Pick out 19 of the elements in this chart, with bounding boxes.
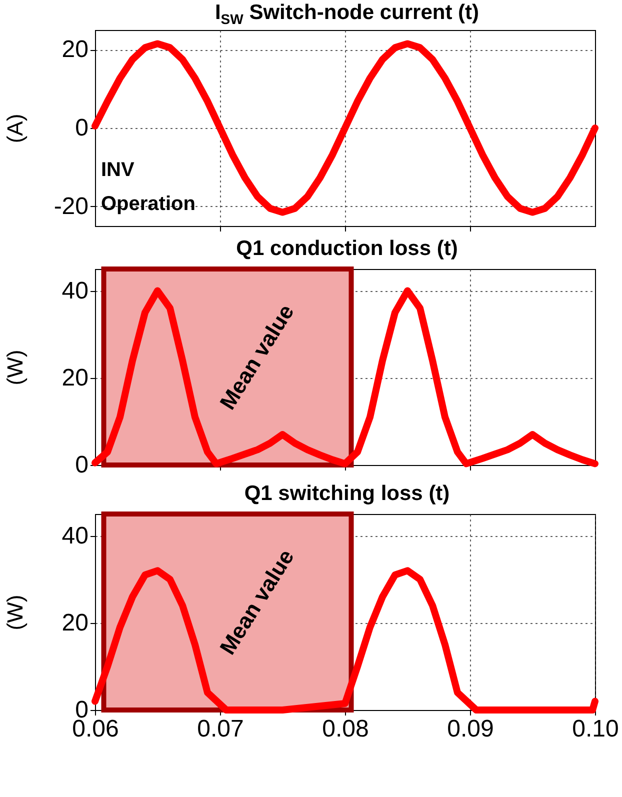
chart-title: Q1 switching loss (t) <box>243 481 451 507</box>
y-axis-title: (W) <box>2 350 28 386</box>
y-axis-title: (W) <box>2 594 28 630</box>
x-tick-label: 0.07 <box>197 716 244 742</box>
chart-title: Q1 conduction loss (t) <box>235 236 459 262</box>
y-tick-label: -20 <box>54 192 88 220</box>
x-tick-label: 0.09 <box>447 716 494 742</box>
annotation: INV Operation <box>101 159 196 215</box>
x-tick-label: 0.08 <box>322 716 369 742</box>
y-tick-label: 40 <box>62 277 88 304</box>
chart-title: I$_{SW}$ Switch-node current (t) <box>214 0 480 28</box>
y-tick-label: 20 <box>62 36 88 64</box>
y-tick-label: 0 <box>75 114 88 142</box>
y-tick-label: 40 <box>62 522 88 550</box>
y-tick-label: 0 <box>75 452 88 478</box>
y-tick-label: 20 <box>62 609 88 636</box>
y-axis-title: (A) <box>2 114 28 144</box>
y-tick-label: 20 <box>62 364 88 392</box>
x-tick-label: 0.10 <box>572 716 619 742</box>
